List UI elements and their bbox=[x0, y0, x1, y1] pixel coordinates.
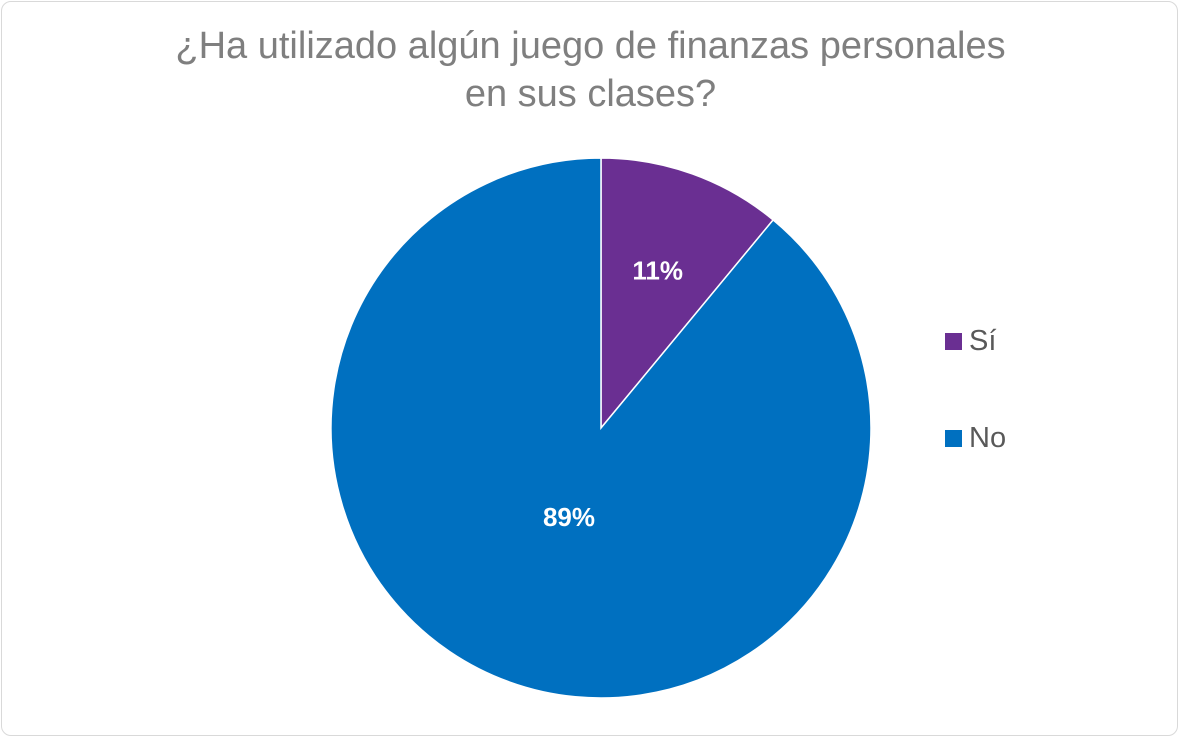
legend-swatch-no bbox=[945, 429, 962, 447]
pie-slice-no bbox=[330, 157, 872, 699]
pie-slice-si bbox=[600, 157, 775, 431]
chart-title: ¿Ha utilizado algún juego de finanzas pe… bbox=[0, 22, 1181, 118]
chart-title-line-2: en sus clases? bbox=[464, 73, 717, 115]
legend-swatch-si bbox=[945, 332, 962, 350]
legend-label-si: Sí bbox=[969, 324, 997, 357]
legend-label-no: No bbox=[969, 421, 1007, 454]
data-label-no: 89% bbox=[543, 502, 595, 532]
legend: Sí No bbox=[945, 320, 1006, 514]
data-label-si: 11% bbox=[632, 255, 683, 285]
legend-item-si: Sí bbox=[945, 320, 1006, 362]
chart-title-line-1: ¿Ha utilizado algún juego de finanzas pe… bbox=[175, 25, 1006, 67]
legend-item-no: No bbox=[945, 417, 1006, 459]
